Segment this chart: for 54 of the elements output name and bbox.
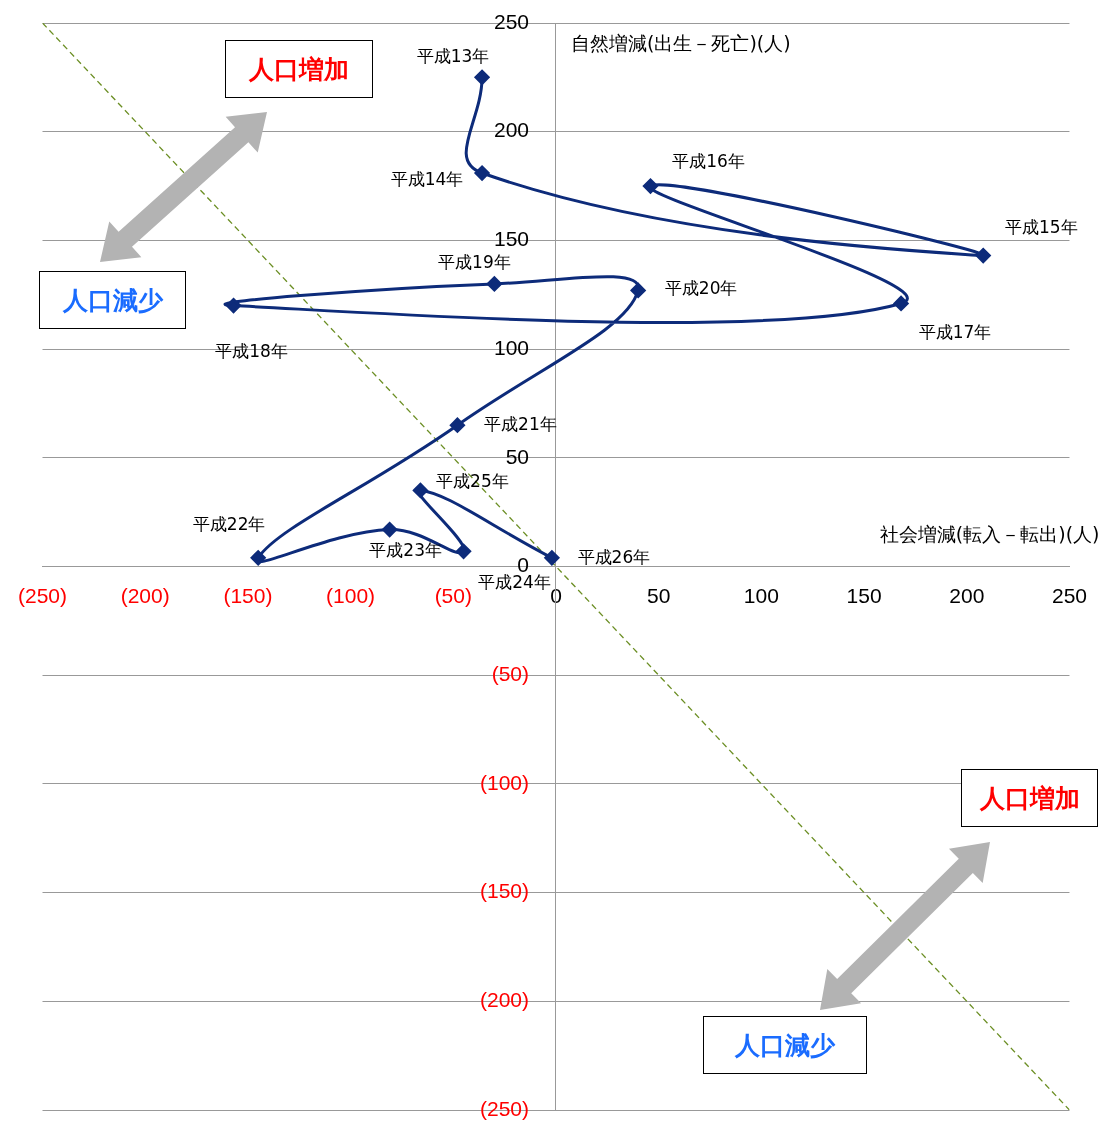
annotation: 平成16年 xyxy=(672,151,745,172)
annotation: 人口増加 xyxy=(961,769,1098,827)
x-tick-label: 50 xyxy=(647,583,671,607)
annotation: 平成17年 xyxy=(918,321,992,342)
y-tick-label: 100 xyxy=(493,335,529,359)
x-tick-label: 250 xyxy=(1051,583,1087,607)
point xyxy=(449,417,465,433)
annotation: 人口増加 xyxy=(225,40,373,98)
annotation: 平成13年 xyxy=(416,45,490,66)
annotation: 平成26年 xyxy=(577,547,651,568)
point xyxy=(975,248,991,264)
y-tick-label: (50) xyxy=(491,662,529,685)
y-tick-label: 250 xyxy=(493,9,529,33)
annotation: 平成25年 xyxy=(436,470,509,491)
y-tick-label: (150) xyxy=(479,879,529,903)
annotation: 平成18年 xyxy=(215,341,288,362)
point xyxy=(474,165,490,181)
y-tick-label: 150 xyxy=(493,227,529,251)
y-tick-label: (200) xyxy=(479,988,529,1012)
x-tick-label: (50) xyxy=(434,583,472,607)
point xyxy=(630,282,646,298)
annotation: 人口減少 xyxy=(39,271,186,329)
point xyxy=(456,543,472,559)
annotation: 平成20年 xyxy=(664,277,738,298)
point xyxy=(642,178,658,194)
point xyxy=(474,69,490,85)
point xyxy=(226,298,242,314)
y-tick-label: (100) xyxy=(479,770,529,794)
annotation: 平成21年 xyxy=(484,413,557,434)
annotation: 平成23年 xyxy=(369,539,442,560)
annotation: 平成19年 xyxy=(438,252,511,273)
point xyxy=(382,522,398,538)
y-tick-label: (250) xyxy=(479,1096,529,1120)
annotation: 平成14年 xyxy=(390,169,464,190)
x-tick-label: (200) xyxy=(120,583,170,607)
y-tick-label: 50 xyxy=(505,444,529,468)
x-tick-label: 150 xyxy=(846,583,882,607)
point xyxy=(412,482,428,498)
annotation: 平成22年 xyxy=(192,514,266,535)
y-axis-title: 自然増減(出生－死亡)(人) xyxy=(571,31,791,54)
point xyxy=(893,295,909,311)
annotation: 平成15年 xyxy=(1004,217,1078,238)
point xyxy=(486,276,502,292)
x-tick-label: 200 xyxy=(949,583,985,607)
annotation: 平成24年 xyxy=(478,571,551,592)
x-tick-label: (100) xyxy=(326,583,376,607)
x-tick-label: (250) xyxy=(18,583,68,607)
x-axis-title: 社会増減(転入－転出)(人) xyxy=(879,523,1100,546)
y-tick-label: 200 xyxy=(493,118,529,142)
point xyxy=(250,550,266,566)
point xyxy=(544,550,560,566)
annotation: 人口減少 xyxy=(703,1016,867,1074)
x-tick-label: (150) xyxy=(223,583,273,607)
x-tick-label: 100 xyxy=(743,583,779,607)
